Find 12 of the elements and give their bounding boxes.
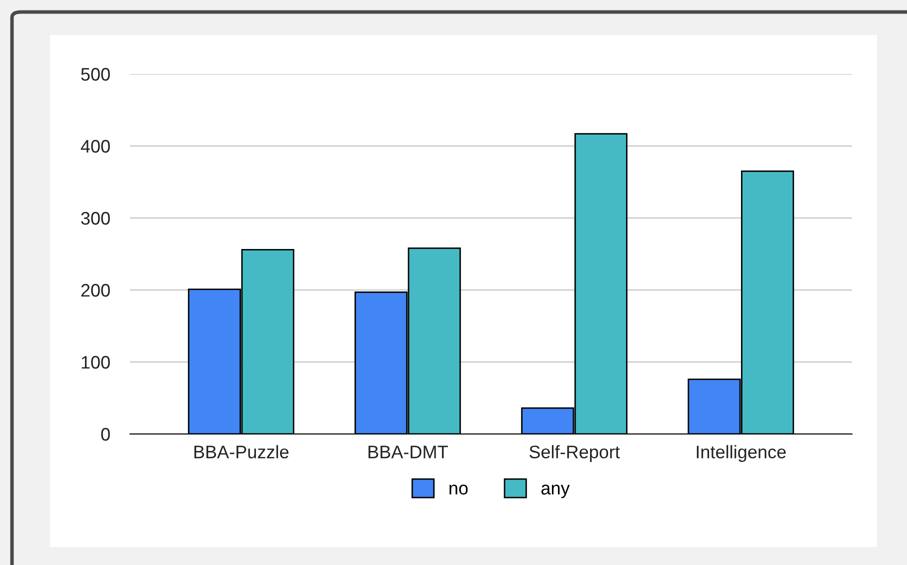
x-tick-label: Intelligence [696, 445, 786, 462]
y-tick-label: 300 [81, 212, 110, 225]
y-tick-label: 0 [101, 428, 110, 441]
y-tick-label: 400 [80, 140, 110, 153]
y-tick-label: 500 [81, 68, 110, 81]
x-tick-label: BBA-Puzzle [194, 445, 288, 458]
legend-label: no [450, 484, 468, 495]
x-tick-label: Self-Report [529, 445, 620, 462]
x-tick-label: BBA-DMT [368, 446, 448, 458]
y-tick-label: 200 [81, 284, 110, 297]
y-tick-label: 100 [82, 356, 110, 369]
legend-label: any [541, 484, 570, 498]
